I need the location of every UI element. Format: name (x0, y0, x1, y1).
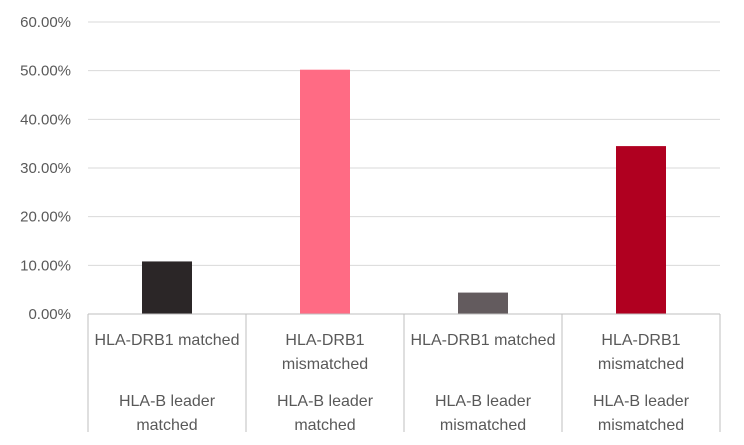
category-inner-label: HLA-DRB1 matched (411, 332, 556, 349)
y-tick-label: 50.00% (20, 63, 71, 80)
category-outer-label: matched (294, 417, 355, 434)
gridlines (88, 21, 720, 266)
y-tick-label: 60.00% (20, 14, 71, 31)
bar (142, 261, 192, 314)
category-outer-label: mismatched (440, 417, 526, 434)
category-outer-label: HLA-B leader (435, 393, 532, 410)
category-inner-label: mismatched (282, 356, 368, 373)
y-tick-label: 10.00% (20, 257, 71, 274)
y-tick-label: 30.00% (20, 160, 71, 177)
axes (87, 313, 721, 432)
y-axis-tick-labels: 0.00% 10.00% 20.00% 30.00% 40.00% 50.00% 60.00… (20, 14, 71, 323)
category-outer-label: HLA-B leader (119, 393, 216, 410)
category-outer-label: HLA-B leader (593, 393, 690, 410)
bar (616, 146, 666, 314)
bars (142, 69, 666, 315)
y-tick-label: 40.00% (20, 111, 71, 128)
x-axis-category-labels: HLA-DRB1 matched HLA-B leader matched HLA-D… (95, 332, 690, 434)
y-tick-label: 20.00% (20, 209, 71, 226)
bar (458, 292, 508, 314)
bar (300, 69, 350, 315)
category-inner-label: HLA-DRB1 (601, 332, 680, 349)
category-inner-label: mismatched (598, 356, 684, 373)
category-outer-label: mismatched (598, 417, 684, 434)
category-inner-label: HLA-DRB1 matched (95, 332, 240, 349)
category-outer-label: matched (136, 417, 197, 434)
category-outer-label: HLA-B leader (277, 393, 374, 410)
category-inner-label: HLA-DRB1 (285, 332, 364, 349)
y-tick-label: 0.00% (28, 306, 71, 323)
